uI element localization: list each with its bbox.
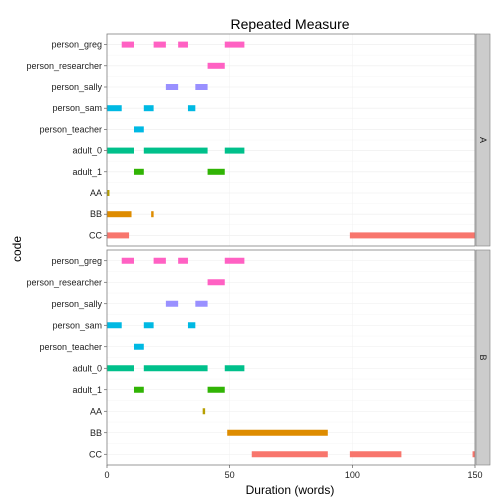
facet-strip (475, 249, 491, 466)
segment-adult_0 (107, 147, 134, 154)
y-tick-label: AA (90, 188, 102, 198)
segment-person_greg (153, 257, 166, 264)
segment-person_sally (195, 84, 208, 90)
segment-person_greg (153, 41, 166, 48)
facet-strip (475, 33, 491, 247)
y-tick-label: BB (90, 428, 102, 438)
segment-BB (107, 211, 132, 218)
segment-adult_0 (143, 365, 208, 372)
segment-adult_1 (207, 168, 225, 175)
y-tick-label: CC (89, 230, 102, 240)
panel-border (106, 33, 476, 247)
segment-AA (107, 190, 110, 196)
segment-BB (227, 429, 328, 436)
y-tick-label: person_researcher (26, 61, 102, 71)
segment-person_greg (178, 41, 188, 48)
segment-CC (107, 232, 130, 239)
segment-person_researcher (207, 62, 225, 69)
x-tick-label: 100 (345, 470, 360, 480)
x-axis-title: Duration (words) (246, 483, 335, 497)
y-tick-label: adult_1 (72, 385, 102, 395)
segment-person_teacher (133, 126, 144, 133)
x-tick-label: 150 (467, 470, 482, 480)
segment-person_greg (224, 41, 245, 48)
y-tick-label: person_teacher (39, 124, 102, 134)
panel-border (106, 249, 476, 466)
segment-BB (151, 211, 154, 218)
y-axis-title: code (10, 236, 24, 262)
x-tick-label: 0 (104, 470, 109, 480)
segment-person_teacher (133, 343, 144, 350)
segment-person_researcher (207, 279, 225, 286)
panel-A: person_greg person_researcher person_sally… (26, 33, 491, 247)
segment-person_sam (107, 322, 122, 329)
chart-title: Repeated Measure (230, 16, 349, 32)
y-tick-label: person_greg (51, 256, 102, 266)
segment-CC (251, 451, 328, 458)
segment-AA (202, 408, 206, 415)
y-tick-label: CC (89, 449, 102, 459)
y-tick-label: person_greg (51, 40, 102, 50)
y-tick-label: AA (90, 406, 102, 416)
segment-person_sally (165, 300, 179, 307)
segment-adult_0 (224, 365, 245, 372)
x-axis-ticks: 0 50 100 150 (104, 465, 483, 480)
segment-person_sally (165, 84, 179, 90)
x-tick-label: 50 (225, 470, 235, 480)
segment-person_sally (195, 300, 208, 307)
segment-CC (472, 451, 475, 458)
segment-adult_1 (207, 386, 225, 393)
segment-person_sam (187, 105, 196, 112)
y-tick-label: adult_1 (72, 167, 102, 177)
segment-CC (349, 232, 475, 239)
segment-person_sam (143, 322, 154, 329)
segment-person_greg (121, 41, 134, 48)
segment-person_greg (178, 257, 188, 264)
y-tick-label: person_sally (51, 299, 102, 309)
segment-person_sam (187, 322, 196, 329)
facet-strip-label: B (478, 354, 488, 360)
segment-adult_0 (143, 147, 208, 154)
panel-B: person_greg person_researcher person_sally… (26, 249, 491, 466)
y-tick-label: person_sam (52, 103, 102, 113)
segment-person_greg (224, 257, 245, 264)
facet-strip-label: A (478, 137, 488, 143)
segment-adult_0 (107, 365, 134, 372)
y-tick-label: adult_0 (72, 146, 102, 156)
y-tick-label: person_sally (51, 82, 102, 92)
segment-CC (349, 451, 402, 458)
segment-person_sam (143, 105, 154, 112)
y-tick-label: BB (90, 209, 102, 219)
segment-person_greg (121, 257, 134, 264)
y-tick-label: adult_0 (72, 363, 102, 373)
segment-adult_1 (133, 168, 144, 175)
y-tick-label: person_sam (52, 320, 102, 330)
segment-adult_1 (133, 386, 144, 393)
segment-adult_0 (224, 147, 245, 154)
y-tick-label: person_researcher (26, 277, 102, 287)
facet-panels: person_greg person_researcher person_sally… (26, 33, 491, 466)
y-tick-label: person_teacher (39, 342, 102, 352)
segment-person_sam (107, 105, 122, 112)
